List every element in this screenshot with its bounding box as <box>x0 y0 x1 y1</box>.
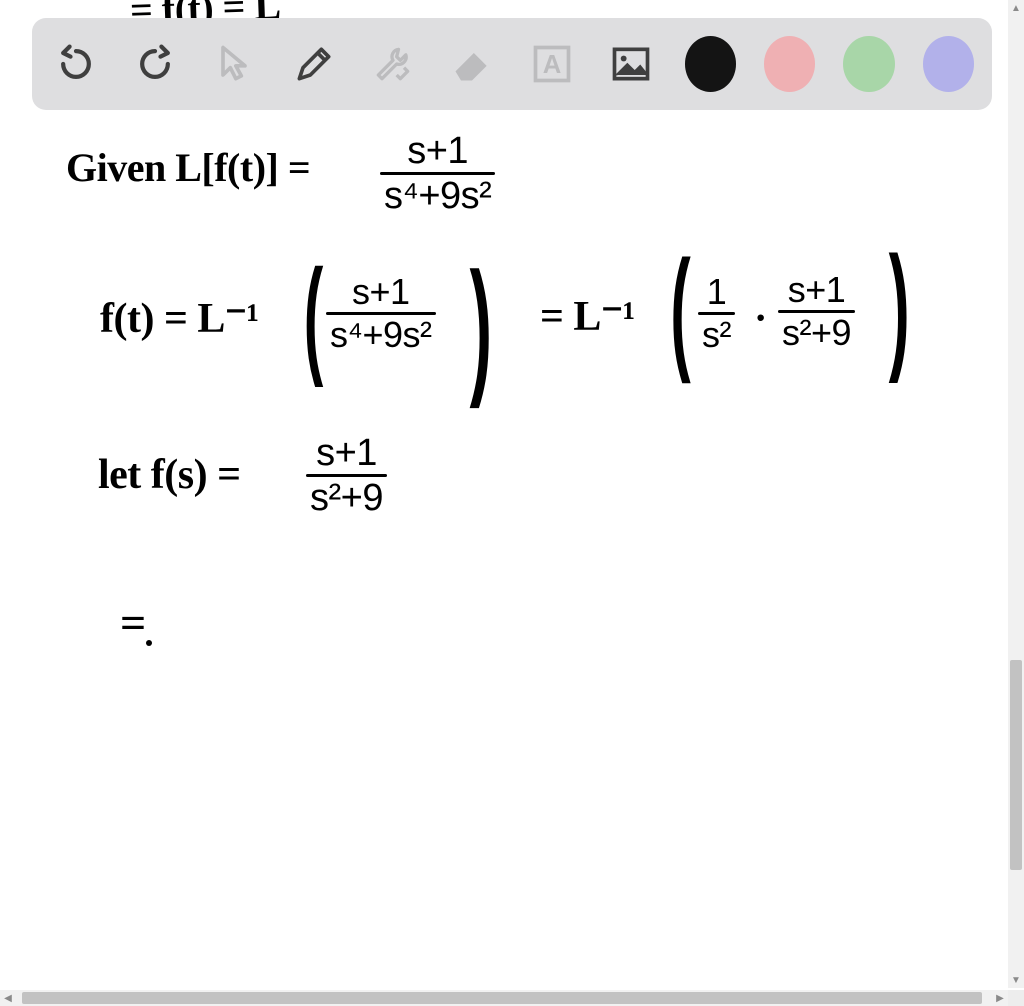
handwriting-line3-left: let f(s) = <box>98 454 241 496</box>
horizontal-scrollbar-thumb[interactable] <box>22 992 982 1004</box>
text-button[interactable]: A <box>526 36 577 92</box>
pointer-icon <box>212 42 256 86</box>
handwriting-line2-left: f(t) = L⁻¹ <box>100 298 259 340</box>
frac-num: s+1 <box>312 434 381 474</box>
undo-button[interactable] <box>50 36 101 92</box>
redo-icon <box>133 42 177 86</box>
frac-bar <box>306 474 387 477</box>
toolbar: A <box>32 18 992 110</box>
scroll-up-arrow[interactable]: ▲ <box>1008 0 1024 16</box>
handwriting-line1-frac: s+1 s⁴+9s² <box>380 132 495 215</box>
scroll-left-arrow[interactable]: ◀ <box>0 990 16 1006</box>
tools-button[interactable] <box>367 36 418 92</box>
whiteboard-canvas[interactable]: = f(t) = L Given L[f(t)] = s+1 s⁴+9s² f(… <box>0 0 1008 988</box>
handwriting-line2b-frac2: s+1 s²+9 <box>778 272 855 351</box>
frac-bar <box>698 312 735 315</box>
wrench-icon <box>371 42 415 86</box>
frac-den: s⁴+9s² <box>380 175 495 215</box>
paren-close: ) <box>470 250 492 400</box>
redo-button[interactable] <box>129 36 180 92</box>
handwriting-line2-mid: = L⁻¹ <box>540 296 635 338</box>
frac-den: s² <box>698 315 735 353</box>
scroll-down-arrow[interactable]: ▼ <box>1008 972 1024 988</box>
frac-den: s²+9 <box>306 477 387 517</box>
horizontal-scrollbar-track[interactable]: ◀ ▶ <box>0 990 1008 1006</box>
undo-icon <box>54 42 98 86</box>
handwriting-dot-small <box>146 640 152 646</box>
handwriting-line2b-frac1: 1 s² <box>698 274 735 353</box>
text-icon: A <box>530 42 574 86</box>
frac-num: s+1 <box>348 274 414 312</box>
pointer-button[interactable] <box>209 36 260 92</box>
eraser-button[interactable] <box>447 36 498 92</box>
vertical-scrollbar-thumb[interactable] <box>1010 660 1022 870</box>
pencil-button[interactable] <box>288 36 339 92</box>
handwriting-line4: = <box>120 600 146 646</box>
frac-num: 1 <box>703 274 731 312</box>
paren-open: ( <box>670 240 690 376</box>
frac-bar <box>380 172 495 175</box>
image-icon <box>609 42 653 86</box>
color-black[interactable] <box>685 36 736 92</box>
handwriting-line2-frac: s+1 s⁴+9s² <box>326 274 436 353</box>
scroll-right-arrow[interactable]: ▶ <box>992 990 1008 1006</box>
eraser-icon <box>450 42 494 86</box>
svg-text:A: A <box>542 51 561 79</box>
frac-num: s+1 <box>784 272 850 310</box>
color-pink[interactable] <box>764 36 815 92</box>
color-green[interactable] <box>843 36 894 92</box>
handwriting-dot: · <box>754 298 767 338</box>
paren-close: ) <box>889 236 910 376</box>
frac-bar <box>778 310 855 313</box>
image-button[interactable] <box>605 36 656 92</box>
whiteboard-viewport: = f(t) = L Given L[f(t)] = s+1 s⁴+9s² f(… <box>0 0 1008 988</box>
frac-den: s⁴+9s² <box>326 315 436 353</box>
handwriting-line3-frac: s+1 s²+9 <box>306 434 387 517</box>
frac-bar <box>326 312 436 315</box>
pencil-icon <box>292 42 336 86</box>
vertical-scrollbar-track[interactable]: ▲ ▼ <box>1008 0 1024 988</box>
handwriting-line1-left: Given L[f(t)] = <box>66 148 310 188</box>
frac-den: s²+9 <box>778 313 855 351</box>
frac-num: s+1 <box>403 132 472 172</box>
scrollbar-corner <box>1008 990 1024 1006</box>
paren-open: ( <box>304 250 323 380</box>
color-purple[interactable] <box>923 36 974 92</box>
